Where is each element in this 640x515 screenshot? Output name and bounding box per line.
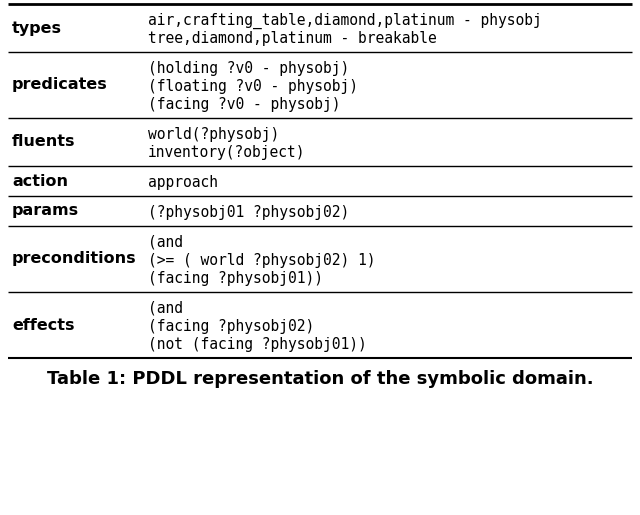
Text: params: params xyxy=(12,203,79,218)
Text: (not (facing ?physobj01)): (not (facing ?physobj01)) xyxy=(148,337,367,352)
Text: (holding ?v0 - physobj): (holding ?v0 - physobj) xyxy=(148,61,349,76)
Text: effects: effects xyxy=(12,318,74,333)
Text: approach: approach xyxy=(148,175,218,190)
Text: types: types xyxy=(12,21,62,36)
Text: preconditions: preconditions xyxy=(12,251,136,266)
Text: (facing ?physobj01)): (facing ?physobj01)) xyxy=(148,271,323,286)
Text: tree,diamond,platinum - breakable: tree,diamond,platinum - breakable xyxy=(148,31,436,46)
Text: Table 1: PDDL representation of the symbolic domain.: Table 1: PDDL representation of the symb… xyxy=(47,370,593,388)
Text: action: action xyxy=(12,174,68,188)
Text: (and: (and xyxy=(148,235,183,250)
Text: world(?physobj): world(?physobj) xyxy=(148,127,279,142)
Text: (facing ?v0 - physobj): (facing ?v0 - physobj) xyxy=(148,97,340,112)
Text: (?physobj01 ?physobj02): (?physobj01 ?physobj02) xyxy=(148,205,349,220)
Text: (floating ?v0 - physobj): (floating ?v0 - physobj) xyxy=(148,79,358,94)
Text: inventory(?object): inventory(?object) xyxy=(148,145,305,160)
Text: air,crafting_table,diamond,platinum - physobj: air,crafting_table,diamond,platinum - ph… xyxy=(148,13,541,29)
Text: predicates: predicates xyxy=(12,77,108,93)
Text: (and: (and xyxy=(148,301,183,316)
Text: (facing ?physobj02): (facing ?physobj02) xyxy=(148,319,314,334)
Text: fluents: fluents xyxy=(12,134,76,149)
Text: (>= ( world ?physobj02) 1): (>= ( world ?physobj02) 1) xyxy=(148,253,376,268)
